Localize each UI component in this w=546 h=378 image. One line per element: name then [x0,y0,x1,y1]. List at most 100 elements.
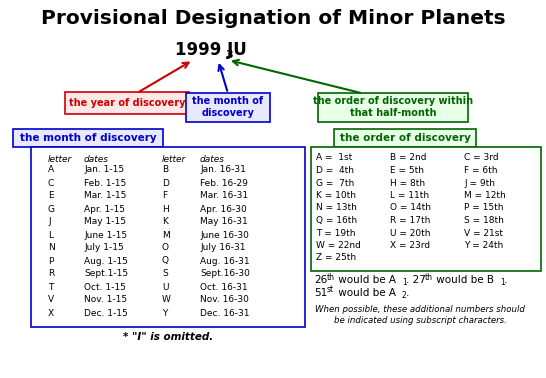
Text: .: . [406,288,410,298]
Text: A: A [48,166,54,175]
Text: T = 19th: T = 19th [316,228,355,237]
Text: .: . [504,275,507,285]
Text: letter: letter [162,155,186,164]
Text: F = 6th: F = 6th [464,166,497,175]
Text: May 16-31: May 16-31 [200,217,248,226]
Text: Provisional Designation of Minor Planets: Provisional Designation of Minor Planets [41,8,505,28]
Text: 3: 3 [225,50,233,60]
Text: would be B: would be B [433,275,494,285]
FancyBboxPatch shape [334,129,476,147]
Text: L: L [48,231,53,240]
Text: O: O [162,243,169,253]
Text: Aug. 1-15: Aug. 1-15 [84,257,128,265]
Text: the year of discovery: the year of discovery [69,98,185,108]
Text: June 16-30: June 16-30 [200,231,249,240]
Text: Apr. 16-30: Apr. 16-30 [200,204,247,214]
Text: R: R [48,270,54,279]
Text: dates: dates [200,155,225,164]
Text: the month of
discovery: the month of discovery [192,96,264,118]
Text: J = 9th: J = 9th [464,178,495,187]
Text: July 1-15: July 1-15 [84,243,124,253]
Text: 26: 26 [314,275,327,285]
FancyBboxPatch shape [31,147,305,327]
Text: July 16-31: July 16-31 [200,243,246,253]
Text: P: P [48,257,54,265]
Text: K = 10th: K = 10th [316,191,356,200]
Text: th: th [425,273,433,282]
Text: V: V [48,296,54,305]
Text: L = 11th: L = 11th [390,191,429,200]
Text: Y = 24th: Y = 24th [464,241,503,250]
Text: dates: dates [84,155,109,164]
Text: D: D [162,178,169,187]
Text: Mar. 1-15: Mar. 1-15 [84,192,126,200]
Text: * "I" is omitted.: * "I" is omitted. [123,332,213,342]
Text: D =  4th: D = 4th [316,166,354,175]
Text: X = 23rd: X = 23rd [390,241,430,250]
Text: N: N [48,243,55,253]
Text: Feb. 16-29: Feb. 16-29 [200,178,248,187]
Text: H = 8th: H = 8th [390,178,425,187]
Text: Z = 25th: Z = 25th [316,254,356,262]
Text: B: B [162,166,168,175]
Text: Oct. 16-31: Oct. 16-31 [200,282,248,291]
Text: M: M [162,231,170,240]
Text: Apr. 1-15: Apr. 1-15 [84,204,125,214]
Text: st: st [327,285,334,294]
Text: 1: 1 [402,278,407,287]
Text: Sept.1-15: Sept.1-15 [84,270,128,279]
Text: Mar. 16-31: Mar. 16-31 [200,192,248,200]
FancyBboxPatch shape [13,129,163,147]
Text: K: K [162,217,168,226]
Text: N = 13th: N = 13th [316,203,357,212]
Text: J: J [48,217,51,226]
Text: C: C [48,178,54,187]
Text: Jan. 16-31: Jan. 16-31 [200,166,246,175]
Text: F: F [162,192,167,200]
Text: P = 15th: P = 15th [464,203,503,212]
Text: A =  1st: A = 1st [316,153,352,163]
Text: th: th [327,273,335,282]
Text: Oct. 1-15: Oct. 1-15 [84,282,126,291]
Text: Dec. 16-31: Dec. 16-31 [200,308,250,318]
Text: the order of discovery within
that half-month: the order of discovery within that half-… [313,96,473,118]
Text: Q: Q [162,257,169,265]
Text: Feb. 1-15: Feb. 1-15 [84,178,126,187]
FancyBboxPatch shape [311,147,541,271]
Text: W = 22nd: W = 22nd [316,241,361,250]
Text: U: U [162,282,169,291]
Text: Y: Y [162,308,168,318]
Text: May 1-15: May 1-15 [84,217,126,226]
Text: Nov. 16-30: Nov. 16-30 [200,296,249,305]
Text: June 1-15: June 1-15 [84,231,127,240]
Text: 51: 51 [314,288,327,298]
Text: R = 17th: R = 17th [390,216,430,225]
Text: 1999 JU: 1999 JU [175,41,247,59]
Text: Dec. 1-15: Dec. 1-15 [84,308,128,318]
Text: C = 3rd: C = 3rd [464,153,498,163]
FancyBboxPatch shape [318,93,468,121]
Text: W: W [162,296,171,305]
Text: Sept.16-30: Sept.16-30 [200,270,250,279]
Text: Aug. 16-31: Aug. 16-31 [200,257,250,265]
Text: would be A: would be A [335,288,396,298]
FancyBboxPatch shape [65,92,189,114]
Text: X: X [48,308,54,318]
Text: S: S [162,270,168,279]
Text: Nov. 1-15: Nov. 1-15 [84,296,127,305]
FancyBboxPatch shape [186,93,270,121]
Text: the month of discovery: the month of discovery [20,133,156,143]
Text: E = 5th: E = 5th [390,166,424,175]
Text: E: E [48,192,54,200]
Text: G: G [48,204,55,214]
Text: 2: 2 [402,291,407,300]
Text: Jan. 1-15: Jan. 1-15 [84,166,124,175]
Text: T: T [48,282,54,291]
Text: S = 18th: S = 18th [464,216,504,225]
Text: O = 14th: O = 14th [390,203,431,212]
Text: letter: letter [48,155,72,164]
Text: . 27: . 27 [406,275,426,285]
Text: V = 21st: V = 21st [464,228,503,237]
Text: 1: 1 [500,278,505,287]
Text: B = 2nd: B = 2nd [390,153,426,163]
